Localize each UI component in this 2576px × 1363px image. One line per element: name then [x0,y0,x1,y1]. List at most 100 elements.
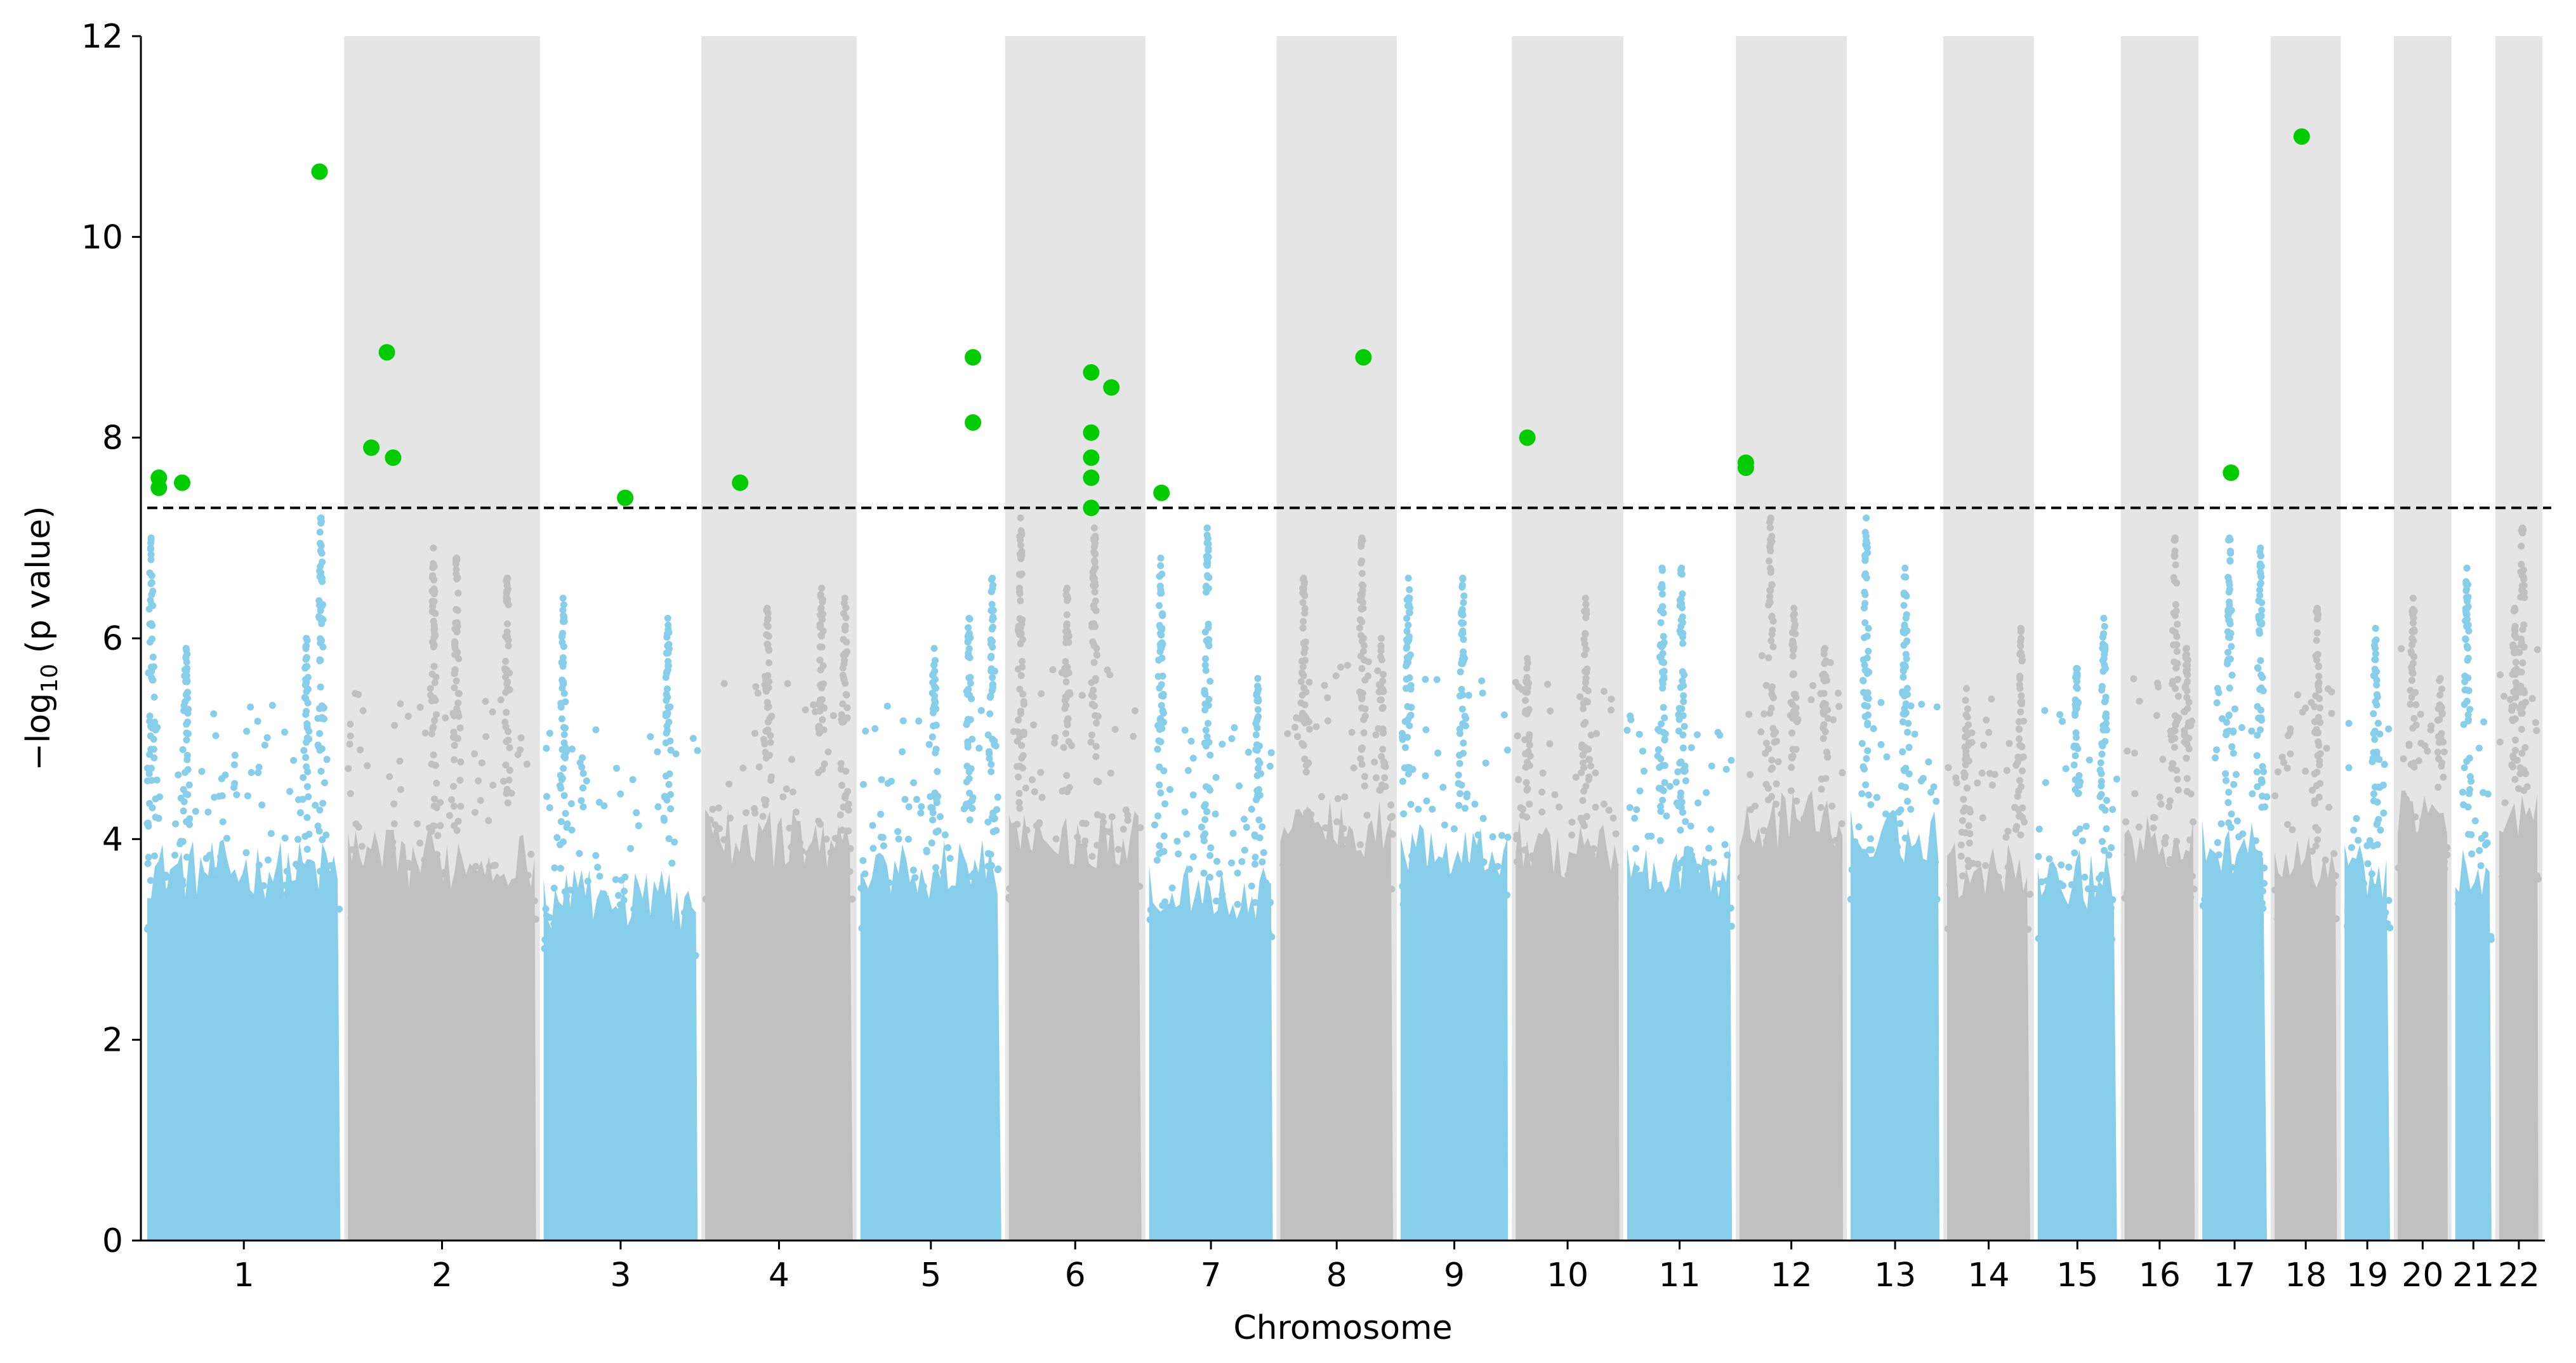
snp-point [1848,866,1856,874]
snp-point [1768,612,1776,620]
snp-point [675,956,683,963]
snp-point [281,881,289,889]
snp-point [2073,683,2080,691]
snp-point [1682,818,1689,826]
snp-point [1975,885,1982,893]
snp-point [2098,935,2106,942]
snp-point [2526,842,2533,850]
snp-point [1017,624,1024,631]
snp-point [761,857,769,864]
snp-point [1790,670,1797,678]
snp-point [304,699,312,707]
snp-point [505,642,512,650]
snp-point [1404,602,1411,610]
snp-point [1458,609,1465,616]
significant-point-chr1 [174,474,190,491]
snp-point [1189,853,1197,860]
snp-point [2014,923,2022,930]
snp-point [2297,902,2304,909]
snp-point [1108,813,1116,820]
snp-point [987,665,995,673]
snp-point [843,648,850,655]
snp-point [471,750,479,758]
snp-point [1017,597,1024,605]
snp-point [416,840,424,847]
snp-point [199,921,206,928]
snp-point [2345,764,2353,772]
snp-point [2377,826,2384,834]
snp-point [2172,561,2179,569]
snp-point [1050,739,1058,747]
snp-point [1234,869,1241,877]
snp-point [1471,800,1479,808]
snp-point [1884,888,1891,895]
significant-point-chr3 [617,489,634,506]
snp-point [1193,944,1201,951]
x-tick-label-10: 10 [1547,1256,1589,1294]
snp-point [811,850,819,858]
snp-point [2099,886,2107,894]
snp-peak-point [965,614,973,622]
snp-point [389,845,397,852]
snp-point [1878,888,1886,895]
snp-point [302,645,310,652]
snp-point [1111,895,1119,902]
snp-point [966,789,974,797]
snp-point [1864,747,1872,754]
snp-point [1966,830,1974,838]
snp-point [1465,886,1473,893]
snp-point [1188,927,1196,935]
snp-point [1965,840,1973,846]
snp-point [2370,790,2377,798]
snp-point [1957,841,1965,849]
x-tick-label-16: 16 [2139,1256,2181,1294]
snp-peak-point [503,574,511,582]
snp-point [662,674,670,681]
snp-point [504,620,511,628]
snp-point [1865,647,1872,655]
snp-point [1788,629,1796,636]
snp-point [302,711,310,718]
snp-point [1959,909,1967,917]
snp-peak-point [1157,555,1165,562]
snp-point [1694,864,1702,871]
snp-point [2171,744,2179,751]
snp-point [451,742,458,749]
snp-point [2463,622,2471,630]
snp-point [1300,649,1308,657]
snp-point [489,708,496,716]
snp-point [2316,695,2323,702]
snp-point [843,714,851,721]
snp-point [1460,749,1467,757]
snp-point [2019,804,2026,812]
snp-point [1253,690,1260,698]
y-tick-label-4: 4 [102,820,123,859]
snp-peak-point [1358,534,1366,542]
snp-point [437,822,444,829]
snp-point [2227,824,2235,831]
snp-point [1460,619,1467,627]
snp-point [2516,705,2524,713]
snp-point [927,899,934,906]
snp-point [1976,893,1983,900]
snp-point [2518,570,2526,578]
snp-point [2530,871,2537,879]
snp-point [2183,754,2190,762]
snp-point [2175,890,2183,897]
snp-point [1661,714,1668,721]
snp-point [876,924,884,932]
snp-point [2217,904,2225,912]
snp-point [2096,793,2104,801]
snp-point [357,746,364,754]
snp-peak-point [182,645,190,652]
snp-point [1982,862,1989,869]
snp-point [2482,935,2490,943]
snp-point [1688,852,1695,859]
snp-point [1791,876,1799,883]
snp-point [2520,588,2528,596]
snp-point [1522,678,1529,685]
snp-point [2182,739,2190,747]
snp-point [2172,607,2180,615]
snp-point [312,912,320,919]
